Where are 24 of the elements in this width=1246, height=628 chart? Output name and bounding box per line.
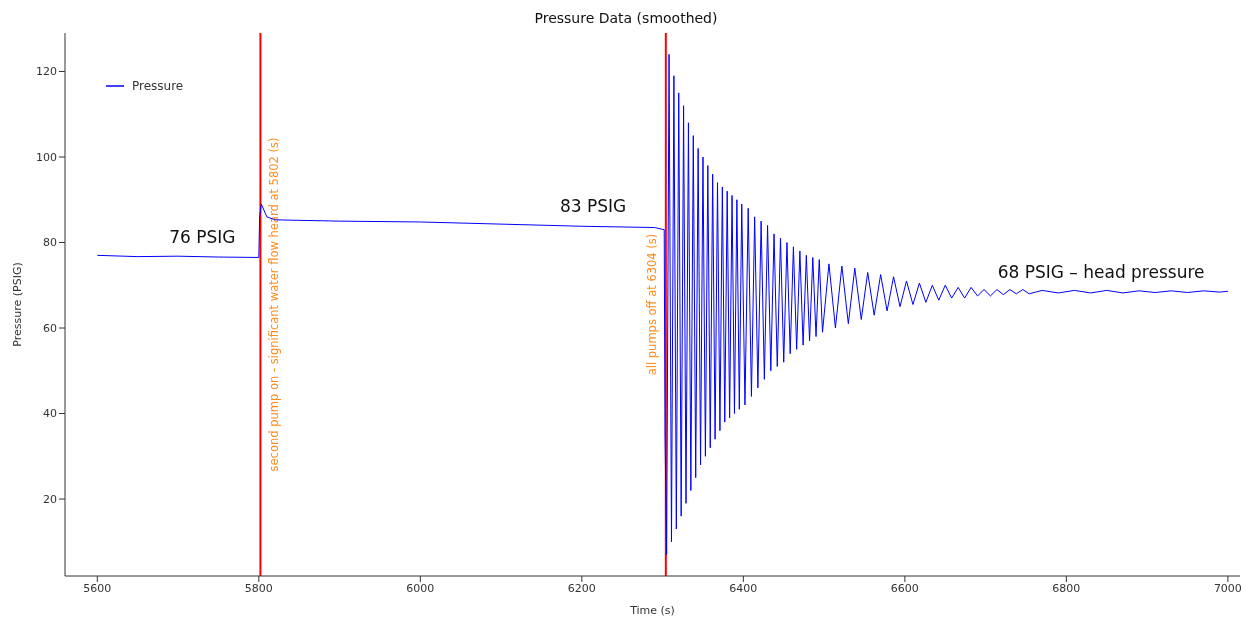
x-axis-title: Time (s): [629, 604, 675, 617]
y-tick-label: 40: [43, 407, 57, 421]
annotation: 68 PSIG – head pressure: [997, 261, 1205, 282]
line-series: [96, 53, 1229, 556]
x-tick-label: 5600: [83, 581, 112, 595]
y-tick-label: 20: [43, 492, 57, 506]
y-tick-label: 80: [43, 236, 57, 250]
y-tick-label: 120: [36, 65, 57, 79]
ref-line-label: all pumps off at 6304 (s): [644, 233, 659, 376]
y-tick-label: 100: [36, 150, 57, 164]
x-tick-label: 6000: [406, 581, 435, 595]
ref-line-label: second pump on - significant water flow heard at 5802 (s): [267, 137, 282, 472]
x-tick-label: 6800: [1052, 581, 1081, 595]
x-tick-label: 7000: [1213, 581, 1242, 595]
x-tick-label: 6600: [890, 581, 919, 595]
x-tick-label: 6400: [729, 581, 758, 595]
x-tick-label: 5800: [244, 581, 273, 595]
chart-title: Pressure Data (smoothed): [533, 10, 719, 26]
legend-label: Pressure: [132, 79, 184, 93]
y-tick-label: 60: [43, 321, 57, 335]
annotation: 83 PSIG: [560, 196, 627, 217]
y-axis-title: Pressure (PSIG): [10, 262, 24, 347]
x-tick-label: 6200: [567, 581, 596, 595]
annotation: 76 PSIG: [169, 226, 236, 247]
